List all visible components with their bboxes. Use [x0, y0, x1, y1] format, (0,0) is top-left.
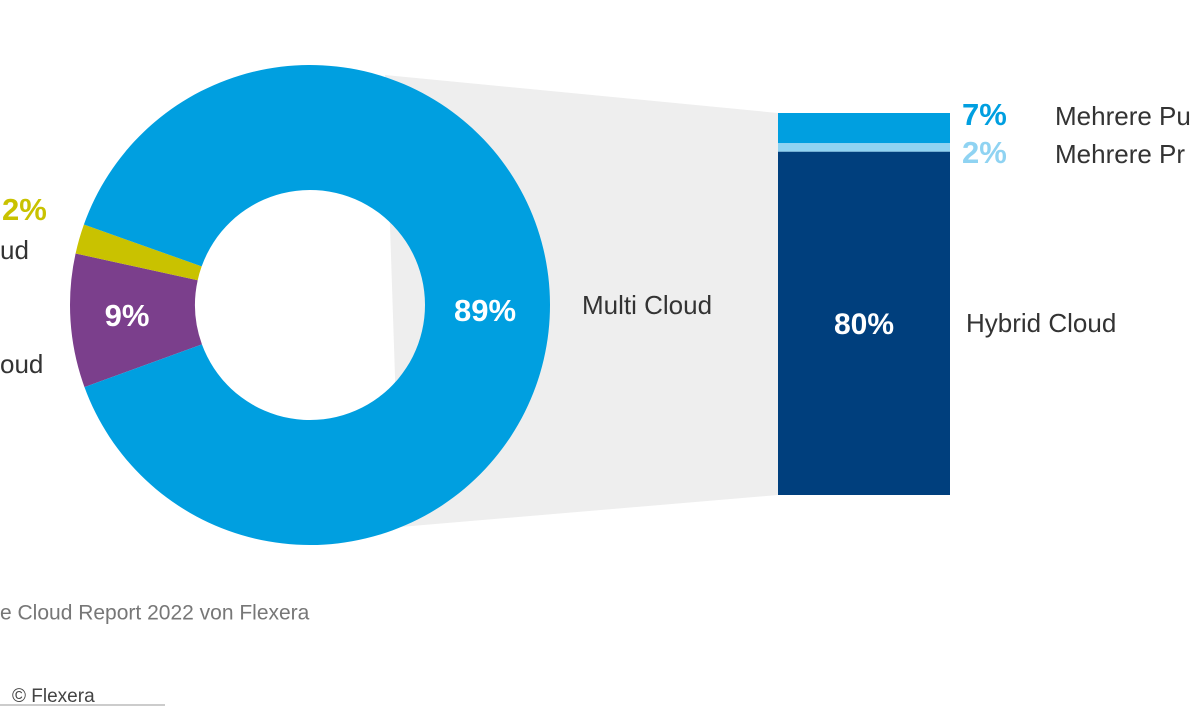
value-label: 7% — [962, 97, 1007, 132]
donut-slice — [83, 65, 550, 545]
donut-slice — [70, 253, 202, 388]
bar-segment — [778, 151, 950, 495]
bar-segment — [778, 143, 950, 152]
category-label: Hybrid Cloud — [966, 308, 1116, 338]
category-label: Mehrere Pu — [1055, 101, 1191, 131]
source: e Cloud Report 2022 von Flexera — [0, 602, 310, 625]
category-label: Mehrere Pr — [1055, 139, 1185, 169]
category-label: oud — [0, 349, 43, 379]
donut-slice — [75, 224, 202, 281]
value-label: 2% — [2, 192, 47, 227]
value-label: 9% — [105, 298, 150, 333]
value-label: 80% — [834, 308, 894, 341]
bar-segment — [778, 113, 950, 144]
category-label: Multi Cloud — [582, 290, 712, 320]
credit: © Flexera — [12, 686, 95, 707]
category-label: ud — [0, 235, 29, 265]
value-label: 2% — [962, 135, 1007, 170]
value-label: 89% — [454, 293, 516, 328]
